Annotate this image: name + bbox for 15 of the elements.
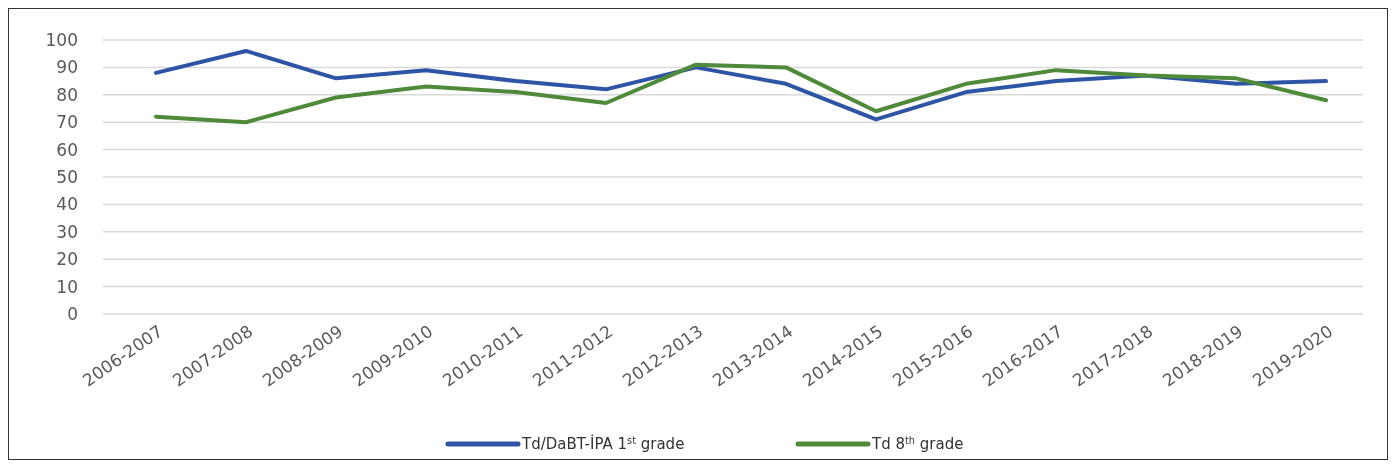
y-tick-label: 60 [56,139,78,160]
y-tick-label: 20 [56,249,78,270]
line-series [154,48,1328,122]
y-tick-label: 40 [56,194,78,215]
legend-label: Td 8$^{th}$ grade [871,434,964,454]
y-tick-label: 50 [56,166,78,187]
y-tick-label: 80 [56,84,78,105]
legend-label: Td/DaBT-İPA 1$^{st}$ grade [521,434,685,454]
y-tick-label: 30 [56,221,78,242]
line-series [154,62,1328,125]
y-tick-label: 90 [56,57,78,78]
y-tick-label: 70 [56,112,78,133]
y-tick-label: 0 [67,303,78,324]
y-tick-label: 100 [45,29,78,50]
y-tick-label: 10 [56,276,78,297]
